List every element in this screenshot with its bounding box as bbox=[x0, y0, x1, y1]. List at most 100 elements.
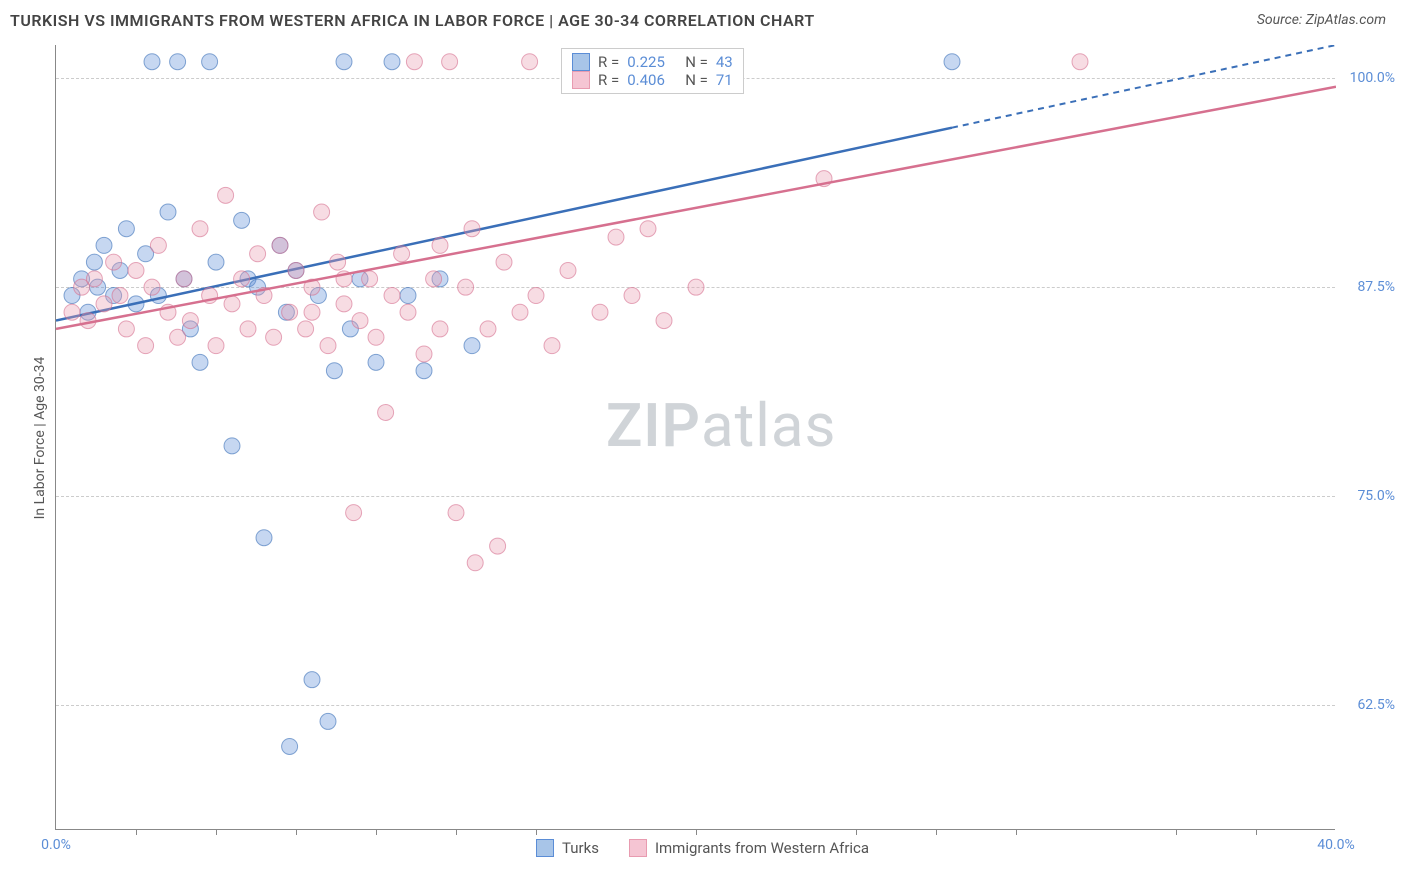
data-point bbox=[416, 363, 432, 379]
data-point bbox=[352, 313, 368, 329]
data-point bbox=[362, 271, 378, 287]
data-point bbox=[448, 505, 464, 521]
data-point bbox=[224, 296, 240, 312]
data-point bbox=[378, 404, 394, 420]
data-point bbox=[118, 321, 134, 337]
data-point bbox=[320, 713, 336, 729]
data-point bbox=[490, 538, 506, 554]
source-attribution: Source: ZipAtlas.com bbox=[1257, 12, 1386, 28]
data-point bbox=[464, 221, 480, 237]
data-point bbox=[170, 54, 186, 70]
trend-line bbox=[56, 128, 952, 321]
r-value: 0.406 bbox=[627, 71, 677, 89]
data-point bbox=[592, 304, 608, 320]
data-point bbox=[336, 296, 352, 312]
data-point bbox=[118, 221, 134, 237]
data-point bbox=[272, 237, 288, 253]
y-tick-label: 87.5% bbox=[1357, 279, 1395, 295]
data-point bbox=[298, 321, 314, 337]
data-point bbox=[624, 288, 640, 304]
data-point bbox=[458, 279, 474, 295]
data-point bbox=[400, 288, 416, 304]
chart-title: TURKISH VS IMMIGRANTS FROM WESTERN AFRIC… bbox=[10, 11, 815, 30]
data-point bbox=[192, 221, 208, 237]
data-point bbox=[256, 530, 272, 546]
n-label: N = bbox=[685, 53, 708, 71]
data-point bbox=[202, 54, 218, 70]
n-value: 71 bbox=[716, 71, 733, 89]
data-point bbox=[368, 329, 384, 345]
data-point bbox=[512, 304, 528, 320]
trend-line-extrapolated bbox=[952, 45, 1336, 128]
y-tick-label: 62.5% bbox=[1357, 697, 1395, 713]
chart-container: TURKISH VS IMMIGRANTS FROM WESTERN AFRIC… bbox=[0, 0, 1406, 892]
data-point bbox=[522, 54, 538, 70]
legend-row: R = 0.225N = 43 bbox=[572, 53, 733, 71]
data-point bbox=[250, 246, 266, 262]
data-point bbox=[944, 54, 960, 70]
legend-series-item: Turks bbox=[536, 839, 599, 857]
data-point bbox=[480, 321, 496, 337]
data-point bbox=[144, 279, 160, 295]
legend-swatch bbox=[572, 53, 590, 71]
data-point bbox=[326, 363, 342, 379]
data-point bbox=[394, 246, 410, 262]
legend-swatch bbox=[629, 839, 647, 857]
data-point bbox=[368, 354, 384, 370]
data-point bbox=[656, 313, 672, 329]
data-point bbox=[432, 237, 448, 253]
legend-label: Turks bbox=[562, 839, 599, 857]
data-point bbox=[688, 279, 704, 295]
data-point bbox=[266, 329, 282, 345]
legend-swatch bbox=[536, 839, 554, 857]
n-label: N = bbox=[685, 71, 708, 89]
data-point bbox=[208, 254, 224, 270]
y-tick-label: 75.0% bbox=[1357, 488, 1395, 504]
y-tick-label: 100.0% bbox=[1350, 70, 1395, 86]
data-point bbox=[96, 296, 112, 312]
data-point bbox=[416, 346, 432, 362]
data-point bbox=[150, 237, 166, 253]
series-legend: Turks Immigrants from Western Africa bbox=[536, 839, 869, 857]
data-point bbox=[240, 321, 256, 337]
data-point bbox=[346, 505, 362, 521]
data-point bbox=[234, 271, 250, 287]
data-point bbox=[176, 271, 192, 287]
data-point bbox=[192, 354, 208, 370]
data-point bbox=[106, 254, 122, 270]
legend-swatch bbox=[572, 71, 590, 89]
data-point bbox=[224, 438, 240, 454]
data-point bbox=[218, 187, 234, 203]
data-point bbox=[406, 54, 422, 70]
data-point bbox=[234, 212, 250, 228]
data-point bbox=[384, 54, 400, 70]
data-point bbox=[96, 237, 112, 253]
data-point bbox=[144, 54, 160, 70]
legend-row: R = 0.406N = 71 bbox=[572, 71, 733, 89]
correlation-legend: R = 0.225N = 43R = 0.406N = 71 bbox=[561, 48, 744, 94]
data-point bbox=[384, 288, 400, 304]
legend-series-item: Immigrants from Western Africa bbox=[629, 839, 869, 857]
data-point bbox=[426, 271, 442, 287]
data-point bbox=[86, 271, 102, 287]
data-point bbox=[640, 221, 656, 237]
scatter-svg bbox=[56, 45, 1336, 830]
r-value: 0.225 bbox=[627, 53, 677, 71]
data-point bbox=[320, 338, 336, 354]
data-point bbox=[304, 304, 320, 320]
data-point bbox=[282, 304, 298, 320]
x-tick-label: 40.0% bbox=[1317, 837, 1355, 853]
data-point bbox=[442, 54, 458, 70]
title-bar: TURKISH VS IMMIGRANTS FROM WESTERN AFRIC… bbox=[0, 0, 1406, 40]
x-tick-label: 0.0% bbox=[41, 837, 71, 853]
y-axis-title: In Labor Force | Age 30-34 bbox=[32, 356, 48, 519]
data-point bbox=[86, 254, 102, 270]
data-point bbox=[128, 262, 144, 278]
data-point bbox=[1072, 54, 1088, 70]
data-point bbox=[64, 304, 80, 320]
data-point bbox=[544, 338, 560, 354]
r-label: R = bbox=[598, 53, 619, 71]
data-point bbox=[528, 288, 544, 304]
data-point bbox=[112, 288, 128, 304]
data-point bbox=[432, 321, 448, 337]
